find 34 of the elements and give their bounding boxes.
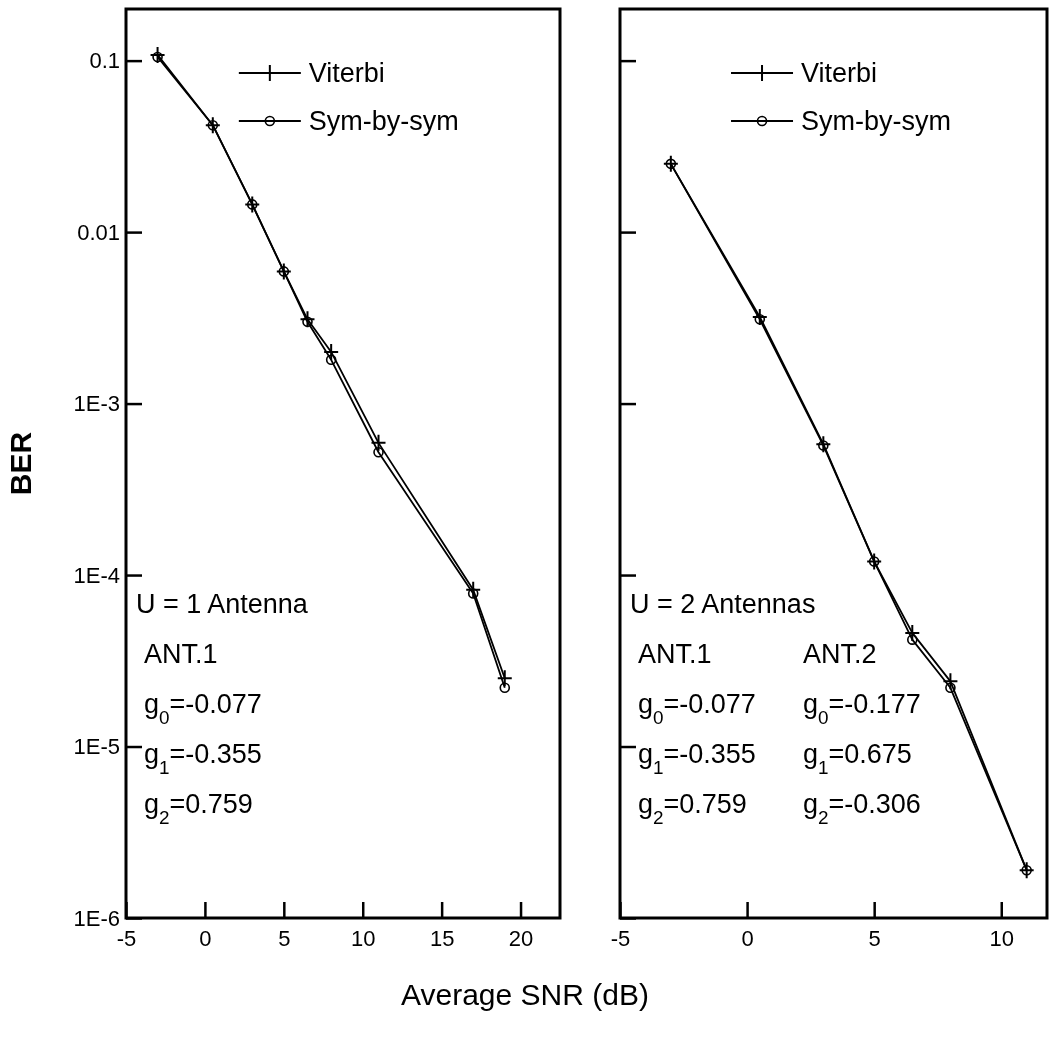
annotation: g$_{1}$=0.675	[803, 739, 912, 778]
x-tick-label: 10	[989, 925, 1014, 951]
annotation: ANT.1	[638, 639, 712, 669]
y-axis-title: BER	[4, 431, 37, 496]
annotation: g$_{1}$=-0.355	[144, 739, 262, 778]
annotation: g$_{0}$=-0.177	[803, 689, 921, 728]
annotation: g$_{2}$=0.759	[144, 789, 253, 828]
y-tick-label: 0.1	[89, 48, 120, 74]
x-tick-label: 5	[278, 925, 291, 951]
legend-label: Viterbi	[308, 58, 385, 89]
x-tick-label: 0	[199, 925, 212, 951]
annotation: g$_{1}$=-0.355	[638, 739, 756, 778]
annotation: g$_{2}$=0.759	[638, 789, 747, 828]
x-tick-label: 5	[868, 925, 881, 951]
annotation: g$_{0}$=-0.077	[144, 689, 262, 728]
x-tick-label: 20	[508, 925, 534, 951]
legend-label: Sym-by-sym	[801, 106, 952, 137]
x-tick-label: 10	[350, 925, 376, 951]
y-tick-label: 1E-4	[73, 562, 120, 588]
x-axis-title: Average SNR (dB)	[401, 978, 649, 1011]
annotation: g$_{2}$=-0.306	[803, 789, 921, 828]
y-tick-label: 1E-5	[73, 734, 120, 760]
legend-label: Viterbi	[801, 58, 878, 89]
annotation: ANT.1	[144, 639, 218, 669]
x-tick-label: 15	[429, 925, 455, 951]
annotation: ANT.2	[803, 639, 877, 669]
x-tick-label: 0	[741, 925, 754, 951]
annotation: U = 2 Antennas	[630, 589, 816, 619]
annotation: U = 1 Antenna	[136, 589, 309, 619]
x-tick-label: -5	[610, 925, 631, 951]
annotation: g$_{0}$=-0.077	[638, 689, 756, 728]
legend-label: Sym-by-sym	[308, 106, 459, 137]
y-tick-label: 0.01	[77, 219, 120, 245]
y-tick-label: 1E-3	[73, 391, 120, 417]
